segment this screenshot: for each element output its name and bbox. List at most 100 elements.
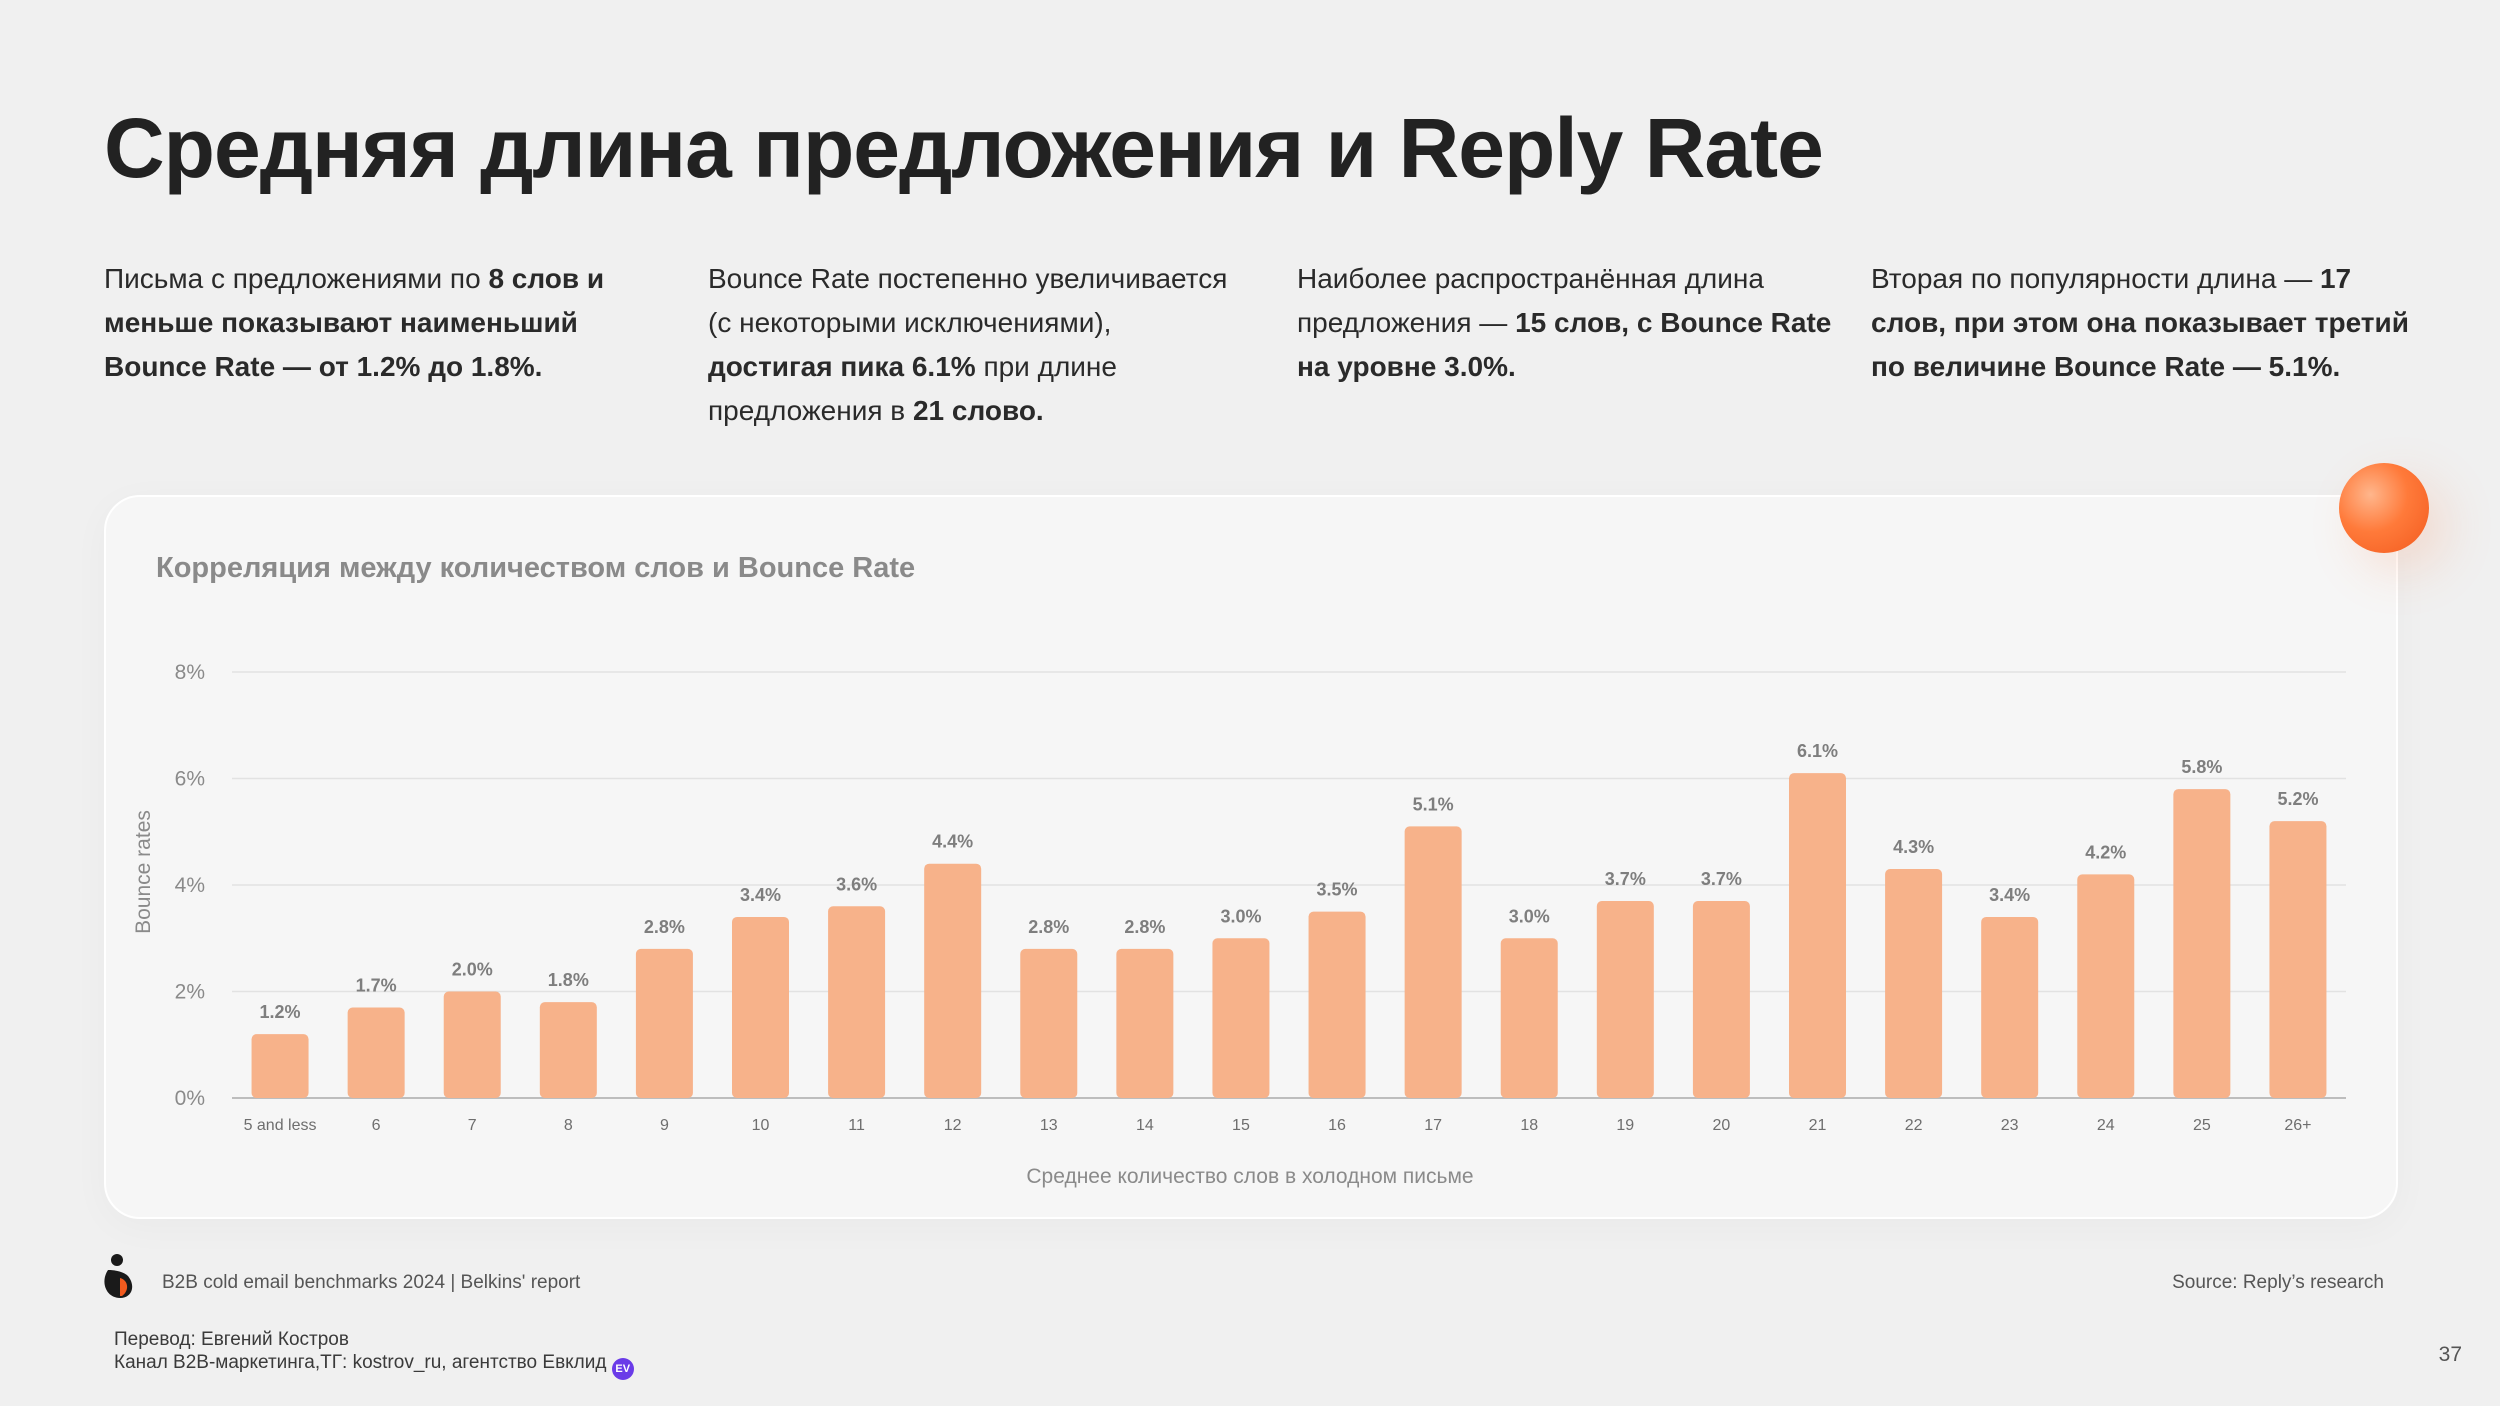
bar <box>251 1034 309 1098</box>
x-tick-label: 21 <box>1809 1117 1827 1134</box>
summary-line: меньше показывают наименьший <box>104 301 604 345</box>
x-tick-label: 13 <box>1040 1117 1058 1134</box>
data-label: 1.8% <box>548 970 589 990</box>
data-label: 3.4% <box>740 885 781 905</box>
summary-bold-text: достигая пика 6.1% <box>708 351 976 382</box>
summary-bold-text: 17 <box>2319 263 2352 294</box>
summary-bold-text: 8 слов и <box>488 263 605 294</box>
x-tick-label: 11 <box>848 1117 865 1134</box>
page-number: 37 <box>2438 1343 2462 1366</box>
summary-column-3: Наиболее распространённая длина предложен… <box>1297 257 1831 389</box>
summary-line: слов, при этом она показывает третий <box>1871 301 2409 345</box>
summary-column-2: Bounce Rate постепенно увеличивается (с н… <box>708 257 1227 433</box>
bar <box>1212 938 1270 1098</box>
bar <box>635 948 693 1098</box>
translator-line: Перевод: Евгений Костров <box>114 1329 349 1350</box>
summary-text: предложения в <box>708 395 913 426</box>
chart-title: Корреляция между количеством слов и Boun… <box>156 552 916 584</box>
summary-line: предложения в 21 слово. <box>708 389 1227 433</box>
bar <box>732 916 789 1098</box>
summary-bold-text: Bounce Rate — от 1.2% до 1.8%. <box>104 351 543 382</box>
summary-bold-text: 15 слов, с Bounce Rate <box>1515 307 1832 338</box>
bar <box>443 991 501 1098</box>
data-label: 1.7% <box>356 975 397 995</box>
summary-text: при длине <box>975 351 1117 382</box>
y-tick-label: 2% <box>175 981 205 1004</box>
y-tick-label: 4% <box>175 874 205 897</box>
bar <box>1885 869 1943 1098</box>
x-tick-label: 12 <box>944 1117 962 1134</box>
report-source: B2B cold email benchmarks 2024 | Belkins… <box>162 1272 581 1293</box>
y-axis-label: Bounce rates <box>132 810 155 934</box>
summary-text: Bounce Rate постепенно увеличивается <box>708 263 1228 294</box>
summary-text: (с некоторыми исключениями), <box>708 307 1112 338</box>
y-tick-label: 8% <box>175 661 205 684</box>
y-tick-label: 0% <box>175 1087 205 1110</box>
bar <box>1500 938 1558 1098</box>
bar <box>1020 948 1078 1098</box>
translation-credits: Перевод: Евгений Костров Канал B2B-марке… <box>114 1328 634 1380</box>
x-tick-label: 16 <box>1328 1117 1346 1134</box>
summary-line: по величине Bounce Rate — 5.1%. <box>1871 345 2409 389</box>
page-title: Средняя длина предложения и Reply Rate <box>104 101 1824 195</box>
data-label: 4.2% <box>2085 842 2126 862</box>
summary-line: Письма с предложениями по 8 слов и <box>104 257 604 301</box>
belkins-logo-icon <box>104 1254 133 1298</box>
data-label: 2.8% <box>644 917 685 937</box>
summary-column-1: Письма с предложениями по 8 слов и меньше… <box>104 257 604 389</box>
bar <box>1789 773 1846 1098</box>
data-label: 3.0% <box>1220 906 1261 926</box>
data-label: 5.1% <box>1413 794 1454 814</box>
decorative-orange-sphere <box>2339 463 2429 553</box>
summary-text: Письма с предложениями по <box>104 263 489 294</box>
summary-line: Вторая по популярности длина — 17 <box>1871 257 2409 301</box>
x-tick-label: 5 and less <box>244 1117 317 1134</box>
channel-line-wrap: Канал B2B-маркетинга,ТГ: kostrov_ru, аге… <box>114 1351 634 1380</box>
summary-line: на уровне 3.0%. <box>1297 345 1831 389</box>
x-tick-label: 26+ <box>2284 1117 2311 1134</box>
x-axis-label: Среднее количество слов в холодном письм… <box>1026 1165 1473 1188</box>
x-tick-label: 7 <box>468 1117 477 1134</box>
x-tick-label: 24 <box>2097 1117 2115 1134</box>
data-label: 3.7% <box>1701 869 1742 889</box>
summary-bold-text: 21 слово. <box>912 395 1044 426</box>
x-tick-label: 14 <box>1136 1117 1154 1134</box>
x-tick-label: 25 <box>2193 1117 2211 1134</box>
data-label: 3.7% <box>1605 869 1646 889</box>
data-label: 2.8% <box>1028 917 1069 937</box>
bar <box>1596 900 1654 1098</box>
bar <box>1116 948 1174 1098</box>
x-tick-label: 20 <box>1713 1117 1731 1134</box>
x-tick-label: 10 <box>752 1117 770 1134</box>
summary-text: предложения — <box>1297 307 1516 338</box>
summary-line: (с некоторыми исключениями), <box>708 301 1227 345</box>
summary-line: Наиболее распространённая длина <box>1297 257 1831 301</box>
summary-line: Bounce Rate — от 1.2% до 1.8%. <box>104 345 604 389</box>
x-tick-label: 18 <box>1520 1117 1538 1134</box>
bar <box>2269 821 2327 1098</box>
summary-bold-text: слов, при этом она показывает третий <box>1871 307 2409 338</box>
summary-line: предложения — 15 слов, с Bounce Rate <box>1297 301 1831 345</box>
bar <box>828 906 886 1098</box>
summary-line: Bounce Rate постепенно увеличивается <box>708 257 1227 301</box>
bar <box>1692 900 1750 1098</box>
x-tick-label: 17 <box>1424 1117 1442 1134</box>
bar <box>924 863 982 1098</box>
data-label: 4.3% <box>1893 837 1934 857</box>
summary-bold-text: меньше показывают наименьший <box>104 307 578 338</box>
bar <box>1404 826 1462 1098</box>
x-tick-label: 22 <box>1905 1117 1923 1134</box>
data-label: 3.0% <box>1509 906 1550 926</box>
evklid-badge-icon: EV <box>611 1358 634 1380</box>
data-label: 2.0% <box>452 960 493 980</box>
data-label: 5.2% <box>2277 789 2318 809</box>
channel-line: Канал B2B-маркетинга,ТГ: kostrov_ru, аге… <box>114 1352 607 1373</box>
summary-bold-text: по величине Bounce Rate — 5.1%. <box>1871 351 2341 382</box>
data-label: 3.5% <box>1317 880 1358 900</box>
bar <box>347 1007 405 1098</box>
y-tick-label: 6% <box>175 768 205 791</box>
x-tick-label: 15 <box>1232 1117 1250 1134</box>
x-tick-label: 19 <box>1616 1117 1634 1134</box>
data-label: 3.4% <box>1989 885 2030 905</box>
